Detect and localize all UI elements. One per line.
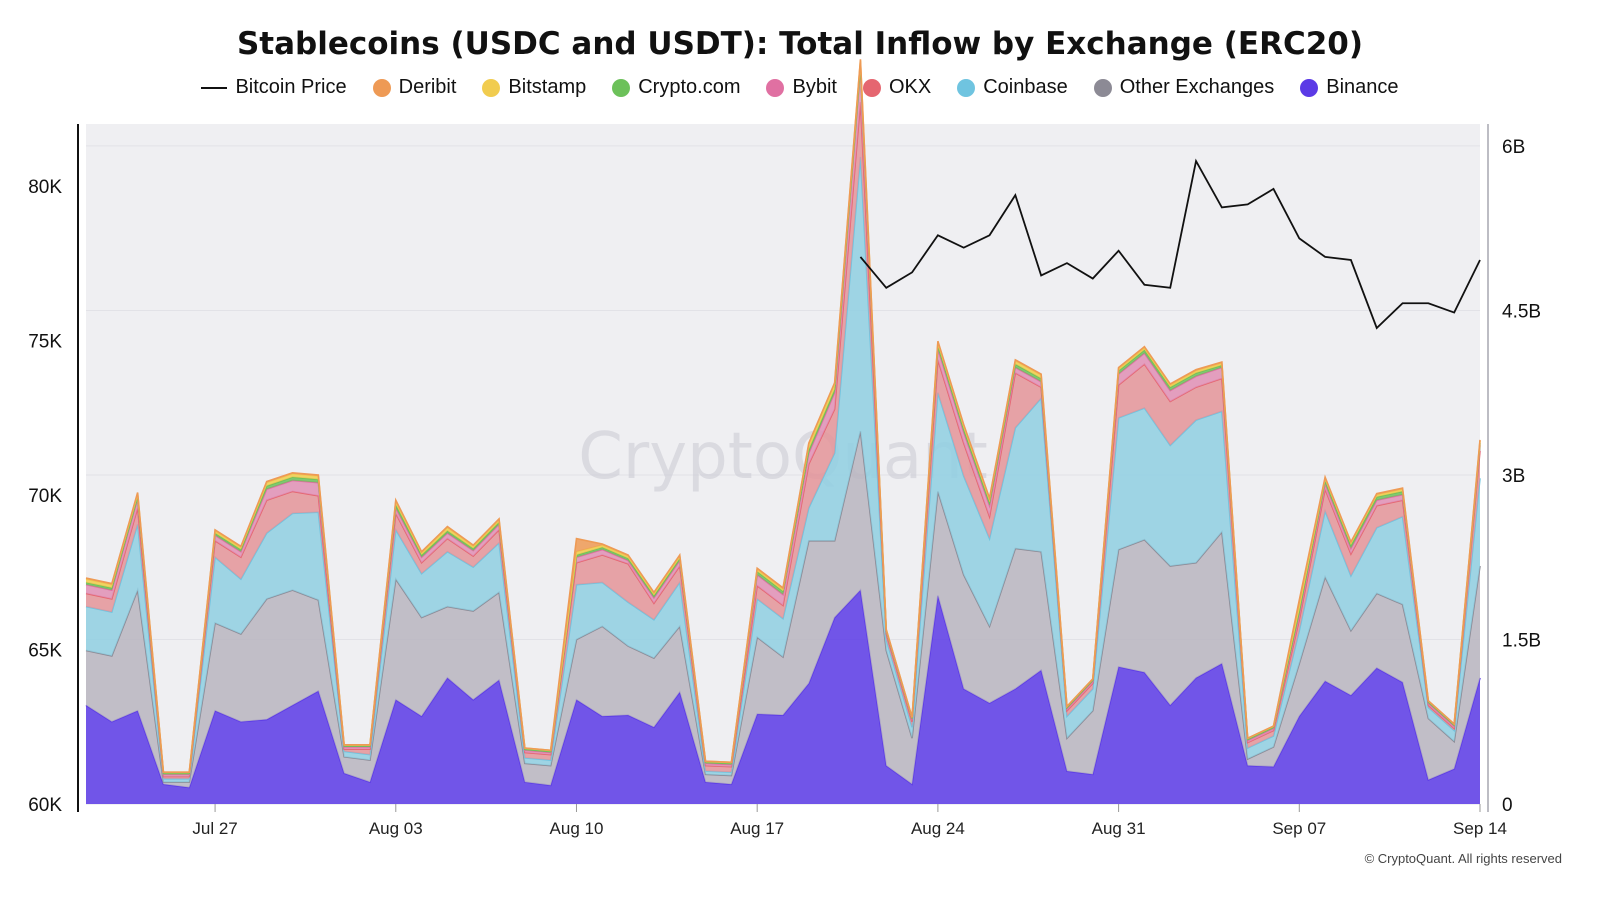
legend-label: Binance (1326, 76, 1399, 98)
legend-color-dot (957, 78, 976, 97)
legend-item-bitcoin-price[interactable]: Bitcoin Price (201, 76, 347, 99)
legend-item-binance[interactable]: Binance (1300, 76, 1399, 99)
legend-label: Bybit (792, 76, 837, 98)
left-axis-tick-label: 80K (28, 177, 62, 198)
legend-label: Coinbase (983, 76, 1068, 98)
legend-color-dot (482, 78, 501, 97)
area-binance (86, 590, 1480, 804)
legend-color-dot (862, 78, 881, 97)
legend-line-swatch (201, 86, 228, 89)
left-axis-tick-label: 60K (28, 795, 62, 816)
legend-item-bitstamp[interactable]: Bitstamp (482, 76, 586, 99)
legend-item-crypto-com[interactable]: Crypto.com (612, 76, 740, 99)
right-axis-tick-label: 1.5B (1502, 630, 1541, 651)
legend-color-dot (1093, 78, 1112, 97)
legend-item-deribit[interactable]: Deribit (372, 76, 457, 99)
left-axis-tick-label: 65K (28, 640, 62, 661)
right-axis-tick-label: 6B (1502, 137, 1525, 158)
bitcoin-price-line (859, 158, 1481, 330)
watermark: CryptoQuant (578, 420, 988, 494)
x-axis-tick-label: Aug 10 (550, 819, 604, 838)
right-axis-tick-label: 4.5B (1502, 301, 1541, 322)
x-axis-tick-label: Aug 24 (911, 819, 965, 838)
series-line-deribit (85, 59, 1481, 773)
area-other-exchanges (86, 431, 1480, 788)
x-axis-tick-label: Sep 14 (1453, 819, 1507, 838)
left-axis-tick-label: 75K (28, 331, 62, 352)
x-axis-tick-label: Jul 27 (192, 819, 237, 838)
copyright-credit: © CryptoQuant. All rights reserved (1364, 851, 1562, 866)
legend-color-dot (612, 78, 631, 97)
chart-title: Stablecoins (USDC and USDT): Total Inflo… (236, 26, 1364, 62)
legend-label: Bitstamp (508, 76, 587, 98)
x-axis-tick-label: Aug 17 (730, 819, 784, 838)
legend-item-coinbase[interactable]: Coinbase (957, 76, 1068, 99)
x-axis-tick-label: Aug 03 (369, 819, 423, 838)
legend-label: Bitcoin Price (235, 76, 347, 98)
legend-color-dot (766, 78, 785, 97)
legend-label: Crypto.com (638, 76, 741, 98)
right-axis-tick-label: 3B (1502, 466, 1525, 487)
legend-label: Other Exchanges (1119, 76, 1275, 98)
x-axis-tick-label: Sep 07 (1272, 819, 1326, 838)
right-axis-tick-label: 0 (1502, 795, 1513, 816)
legend-item-other-exchanges[interactable]: Other Exchanges (1093, 76, 1275, 99)
legend-label: OKX (888, 76, 932, 98)
legend-item-bybit[interactable]: Bybit (766, 76, 837, 99)
legend: Bitcoin Price Deribit Bitstamp Crypto.com By… (0, 76, 1600, 99)
legend-color-dot (372, 78, 391, 97)
left-axis-tick-label: 70K (28, 486, 62, 507)
legend-item-okx[interactable]: OKX (862, 76, 932, 99)
legend-color-dot (1300, 78, 1319, 97)
legend-label: Deribit (398, 76, 457, 98)
x-axis-tick-label: Aug 31 (1092, 819, 1146, 838)
area-coinbase (86, 156, 1480, 783)
